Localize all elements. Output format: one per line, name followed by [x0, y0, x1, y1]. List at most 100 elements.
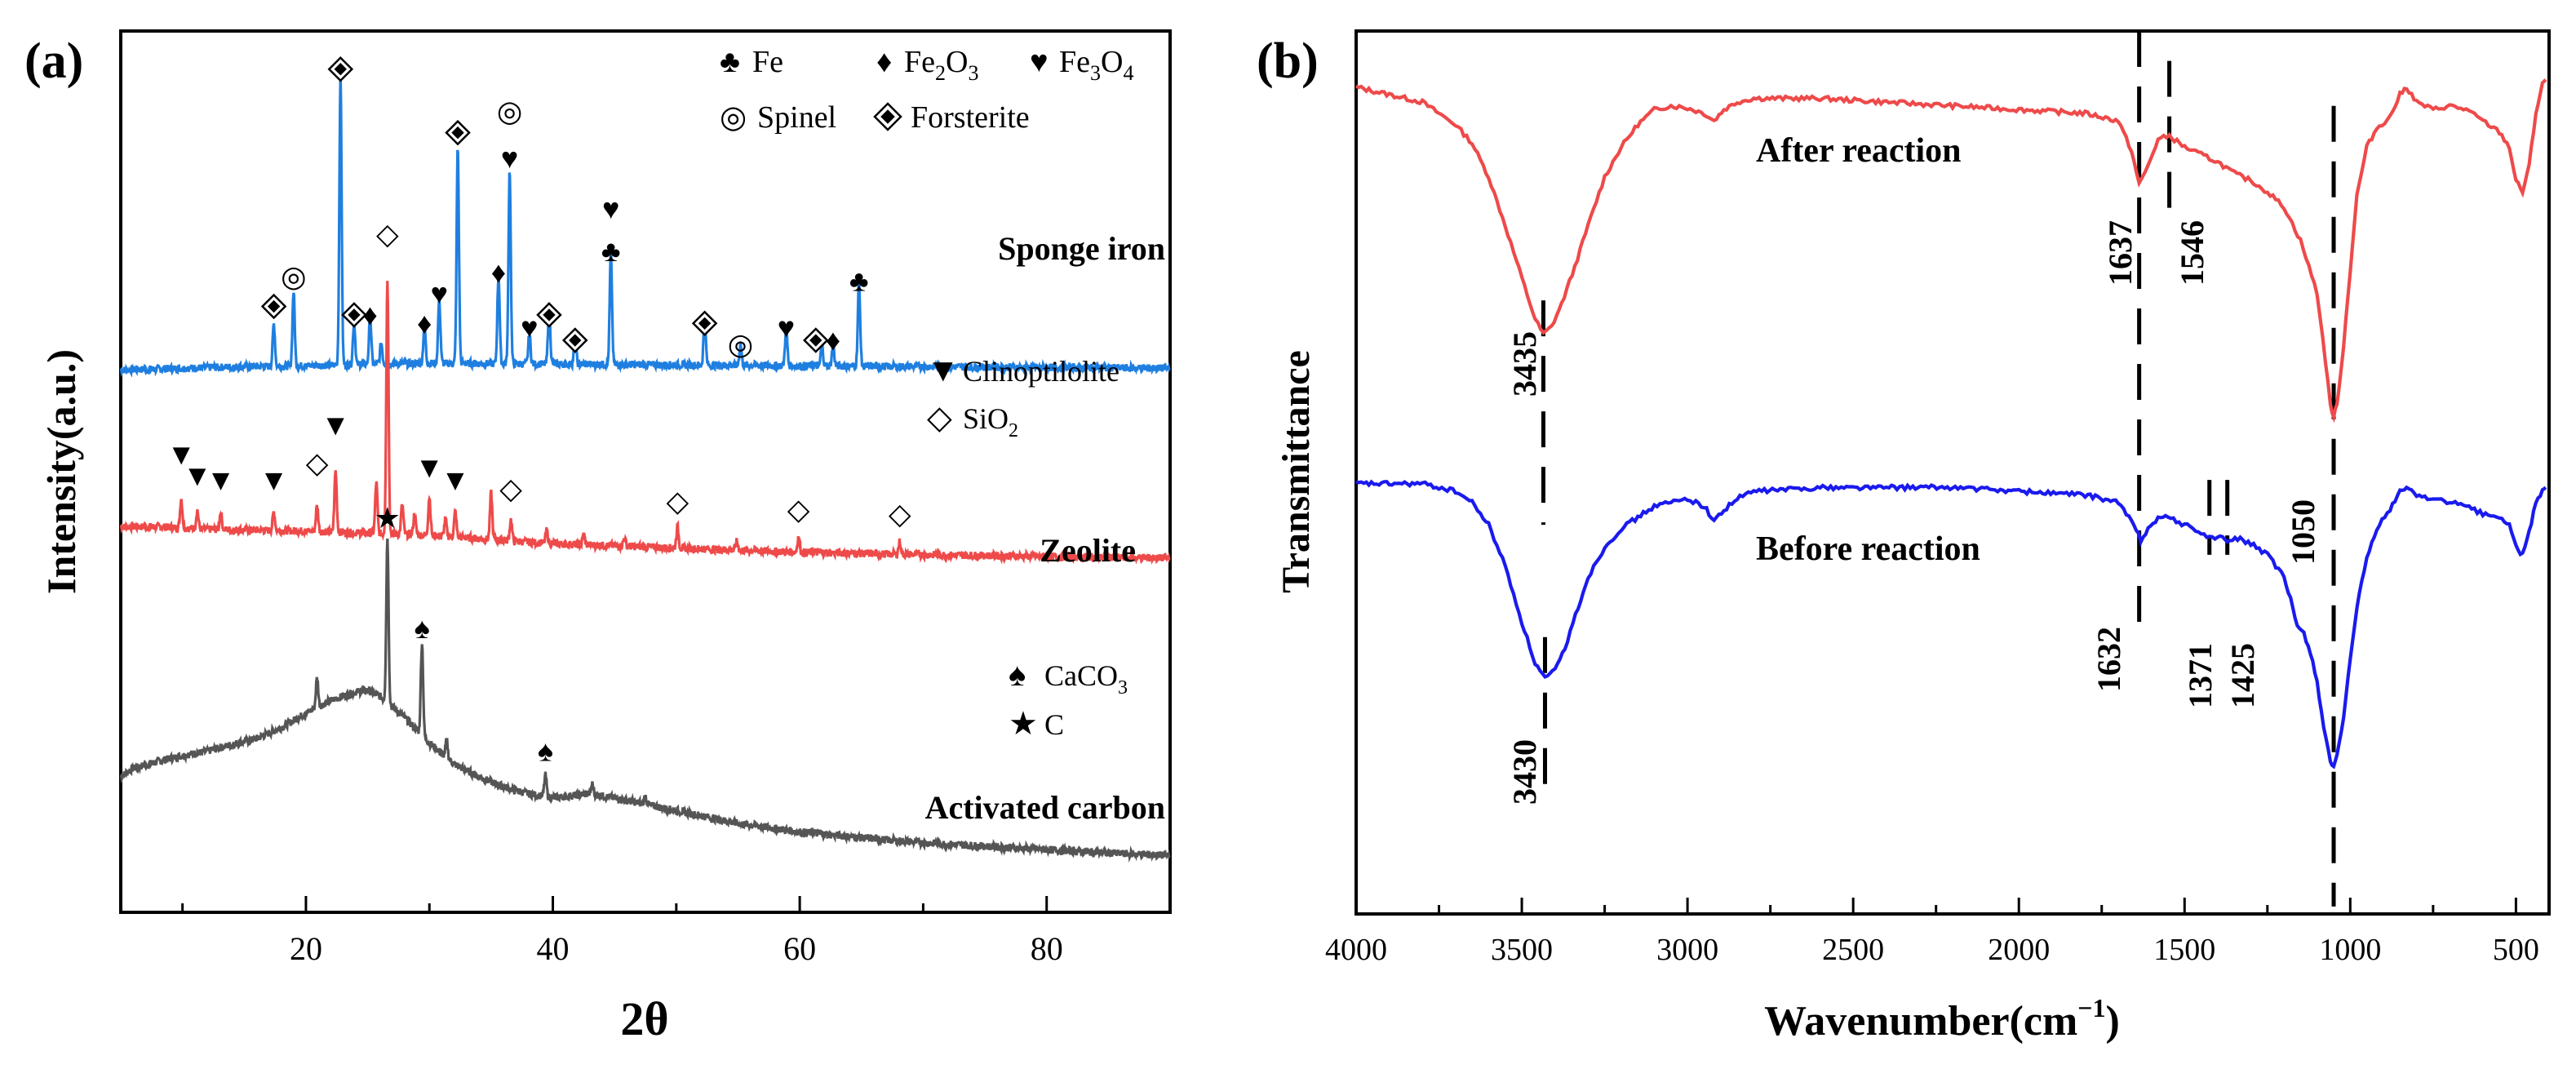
peak-marker-sponge-iron-0: [260, 293, 287, 320]
panel-b-y-axis-label: Transmittance: [1275, 350, 1318, 593]
panel-b-tick-label-1000: 1000: [2319, 933, 2381, 967]
panel-b-label: (b): [1257, 33, 1319, 89]
legend-fe-glyph: ♣: [720, 45, 740, 79]
legend-caco3-label: CaCO3: [1044, 659, 1128, 699]
series-line-activated-carbon: [119, 538, 1171, 863]
panel-a-tick-label-40: 40: [537, 930, 570, 967]
series-label-sponge-iron: Sponge iron: [998, 230, 1165, 267]
legend-zeolite: ▼ Clinoptilolite ◇ SiO2: [927, 352, 1120, 441]
series-label-zeolite: Zeolite: [1040, 532, 1136, 569]
series-label-after-reaction: After reaction: [1756, 132, 1962, 170]
peak-marker-sponge-iron-13: [561, 327, 588, 353]
peak-marker-zeolite-10: ◇: [666, 485, 689, 517]
panel-b-tick-label-3000: 3000: [1656, 933, 1718, 967]
legend-forsterite-diamond-shape: [873, 102, 902, 131]
panel-b-tick-label-1500: 1500: [2153, 933, 2215, 967]
peak-marker-activated-carbon-0: ★: [375, 502, 401, 534]
peak-marker-sponge-iron-16: [691, 310, 718, 337]
panel-b-x-ticks: 4000 3500 3000 2500 2000 1500 1000 500: [1325, 898, 2539, 967]
panel-b: (b) 4000 3500 3000 2500 2000 1500 1000 500 Afte…: [1257, 29, 2551, 1045]
panel-b-tick-label-4000: 4000: [1325, 933, 1387, 967]
peak-marker-sponge-iron-20: ♦: [826, 324, 840, 357]
legend-fe3o4-sub3: 3: [1090, 61, 1101, 85]
legend-caco3-main: CaCO: [1044, 659, 1118, 692]
legend-fe3o4-glyph: ♥: [1030, 45, 1049, 79]
peak-marker-sponge-iron-10: ◎: [497, 95, 522, 128]
peak-marker-zeolite-8: ▼: [441, 464, 470, 496]
panel-b-tick-label-500: 500: [2493, 933, 2539, 967]
panel-b-tick-label-2000: 2000: [1988, 933, 2050, 967]
panel-b-frame: [1355, 29, 2551, 916]
peak-marker-zeolite-2: ▼: [206, 464, 236, 496]
panel-b-tick-label-2500: 2500: [1822, 933, 1884, 967]
peak-marker-sponge-iron-14: ♣: [601, 235, 621, 268]
legend-caco3-sub: 3: [1118, 677, 1128, 699]
peak-marker-sponge-iron-3: [341, 302, 367, 328]
legend-forsterite-glyph: [873, 102, 902, 131]
peak-marker-sponge-iron-12: [536, 302, 562, 328]
peak-marker-sponge-iron-2: [327, 55, 354, 82]
legend-c-glyph: ★: [1009, 705, 1038, 742]
peak-marker-zeolite-12: ◇: [889, 498, 911, 530]
peak-marker-sponge-iron-21: ♣: [849, 264, 869, 297]
peak-marker-sponge-iron-4: ♦: [362, 299, 377, 331]
panel-b-x-axis-sup: −1: [2077, 993, 2105, 1022]
peak-marker-sponge-iron-17: ◎: [728, 328, 753, 361]
peak-marker-zeolite-5: ▼: [321, 409, 350, 441]
peak-marker-activated-carbon-2: ♠: [538, 735, 553, 768]
panel-a: (a) ◎♦ ♦♥♦♥◎♥♣♥◎♥ ♦♣▼▼▼ ▼◇▼◇▼▼ ◇ ◇ ◇ ◇★♠♠ 20 40 6…: [24, 29, 1172, 1045]
peak-label-1050: 1050: [2285, 499, 2321, 565]
peak-marker-sponge-iron-6: ♥: [431, 277, 448, 310]
panel-a-peak-markers: ◎♦ ♦♥♦♥◎♥♣♥◎♥ ♦♣▼▼▼ ▼◇▼◇▼▼ ◇ ◇ ◇ ◇★♠♠: [166, 55, 911, 768]
peak-label-1371: 1371: [2182, 643, 2219, 708]
legend-spinel-glyph: ◎: [720, 100, 747, 135]
peak-marker-zeolite-0: ▼: [166, 438, 196, 471]
peak-marker-sponge-iron-8: ♦: [491, 256, 506, 289]
peak-marker-sponge-iron-9: ♥: [501, 142, 518, 175]
panel-b-x-axis-main: Wavenumber(cm: [1764, 998, 2077, 1045]
series-line-before-reaction: [1355, 479, 2547, 770]
legend-sponge-iron: ♣ Fe ♦ Fe2O3 ♥ Fe3O4 ◎ Spinel Forsterite: [720, 45, 1133, 135]
peak-marker-sponge-iron-1: ◎: [281, 260, 306, 293]
legend-caco3-glyph: ♠: [1009, 656, 1026, 693]
peak-label-3435: 3435: [1506, 331, 1543, 397]
peak-label-1546: 1546: [2174, 220, 2210, 286]
legend-fe3o4-o: O: [1101, 45, 1123, 79]
panel-a-y-axis-label: Intensity(a.u.): [38, 349, 84, 594]
legend-clinoptilolite-glyph: ▼: [927, 352, 960, 388]
legend-sio2-glyph: ◇: [927, 399, 952, 436]
legend-fe2o3-fe: Fe: [904, 45, 935, 79]
legend-fe2o3-o: O: [946, 45, 968, 79]
peak-marker-zeolite-9: ◇: [499, 472, 522, 505]
peak-label-1637: 1637: [2102, 220, 2139, 286]
legend-fe3o4-fe: Fe: [1059, 45, 1090, 79]
peak-marker-sponge-iron-11: ♥: [521, 311, 538, 344]
peak-marker-zeolite-11: ◇: [787, 494, 810, 526]
panel-b-series: [1355, 78, 2547, 770]
peak-label-1632: 1632: [2091, 627, 2127, 692]
legend-fe2o3-sub2: 2: [935, 61, 946, 85]
peak-marker-sponge-iron-7: [445, 119, 471, 146]
panel-a-x-axis-label: 2θ: [620, 992, 668, 1045]
peak-marker-zeolite-7: ▼: [415, 451, 444, 484]
legend-spinel-label: Spinel: [757, 100, 836, 135]
peak-marker-zeolite-1: ▼: [183, 459, 212, 492]
legend-fe3o4-label: Fe3O4: [1059, 45, 1133, 85]
panel-a-tick-label-80: 80: [1031, 930, 1063, 967]
panel-b-x-axis-label: Wavenumber(cm−1): [1764, 993, 2120, 1045]
legend-fe-label: Fe: [752, 45, 783, 79]
series-line-zeolite: [119, 281, 1171, 566]
legend-clinoptilolite-label: Clinoptilolite: [963, 355, 1120, 388]
peak-marker-zeolite-3: ▼: [259, 464, 289, 496]
peak-marker-sponge-iron-18: ♥: [778, 311, 795, 344]
legend-sio2-main: SiO: [963, 402, 1009, 435]
panel-b-x-axis-end: ): [2106, 998, 2120, 1045]
peak-marker-activated-carbon-1: ♠: [415, 612, 430, 645]
peak-marker-zeolite-6: ◇: [376, 218, 399, 251]
legend-fe2o3-glyph: ♦: [876, 45, 892, 79]
legend-c-label: C: [1044, 708, 1064, 741]
peak-label-3430: 3430: [1506, 739, 1543, 805]
peak-marker-sponge-iron-15: ♥: [602, 193, 619, 225]
legend-fe2o3-sub3: 3: [968, 61, 978, 85]
